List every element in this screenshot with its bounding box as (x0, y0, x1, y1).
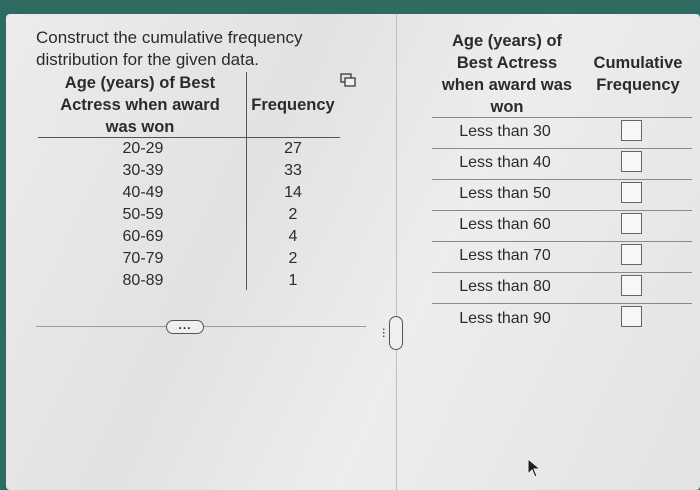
table-header-rule (432, 117, 692, 118)
row-rule (432, 241, 692, 242)
table-header-rule (38, 137, 340, 138)
age-column-header: Age (years) of Best Actress when award w… (40, 72, 240, 138)
frequency-cell: 14 (284, 184, 302, 201)
less-than-label: Less than 60 (459, 216, 551, 233)
class-cell: 50-59 (122, 206, 164, 223)
age-header-line-3: when award was (441, 76, 573, 94)
frequency-cell: 2 (288, 250, 298, 267)
screen (6, 14, 700, 490)
question-prompt: Construct the cumulative frequency distr… (36, 27, 302, 71)
frequency-cell: 33 (284, 162, 302, 179)
age-header-line-1: Age (years) of Best (64, 74, 216, 92)
less-than-label: Less than 70 (459, 247, 551, 264)
class-cell: 30-39 (122, 162, 164, 179)
row-rule (432, 148, 692, 149)
class-cell: 40-49 (122, 184, 164, 201)
less-than-label: Less than 80 (459, 278, 551, 295)
frequency-column-header: Frequency (251, 96, 335, 114)
less-than-label: Less than 50 (459, 185, 551, 202)
class-cell: 70-79 (122, 250, 164, 267)
table-column-rule (246, 72, 247, 290)
frequency-cell: 2 (288, 206, 298, 223)
prompt-line-2: distribution for the given data. (36, 50, 260, 69)
class-cell: 80-89 (122, 272, 164, 289)
cumulative-frequency-input[interactable] (621, 120, 642, 141)
copy-icon[interactable] (340, 73, 356, 87)
row-rule (432, 210, 692, 211)
frequency-cell: 4 (288, 228, 298, 245)
expand-more-button[interactable]: ... (166, 319, 204, 334)
age-header-line-4: won (490, 98, 524, 116)
less-than-label: Less than 90 (459, 310, 551, 327)
less-than-label: Less than 40 (459, 154, 551, 171)
panel-resize-handle[interactable]: ... (381, 316, 403, 350)
age-header-line-1: Age (years) of (451, 32, 563, 50)
age-header-line-2: Actress when award (60, 96, 220, 114)
cumulative-frequency-input[interactable] (621, 213, 642, 234)
row-rule (432, 272, 692, 273)
cf-header-line-1: Cumulative (593, 54, 683, 72)
panel-divider[interactable] (396, 14, 397, 490)
less-than-label: Less than 30 (459, 123, 551, 140)
cumulative-frequency-input[interactable] (621, 275, 642, 296)
cumulative-frequency-input[interactable] (621, 244, 642, 265)
age-header-line-3: was won (105, 118, 175, 136)
cumulative-frequency-input[interactable] (621, 306, 642, 327)
frequency-cell: 1 (288, 272, 298, 289)
cumulative-frequency-input[interactable] (621, 151, 642, 172)
class-cell: 60-69 (122, 228, 164, 245)
cumulative-frequency-input[interactable] (621, 182, 642, 203)
frequency-cell: 27 (284, 140, 302, 157)
row-rule (432, 179, 692, 180)
age-header-line-2: Best Actress (456, 54, 558, 72)
mouse-pointer-icon (527, 457, 542, 483)
cf-header-line-2: Frequency (596, 76, 680, 94)
cumulative-frequency-header: Cumulative Frequency (586, 52, 690, 96)
cumulative-age-header: Age (years) of Best Actress when award w… (432, 30, 582, 118)
prompt-line-1: Construct the cumulative frequency (36, 28, 303, 47)
class-cell: 20-29 (122, 140, 164, 157)
row-rule (432, 303, 692, 304)
